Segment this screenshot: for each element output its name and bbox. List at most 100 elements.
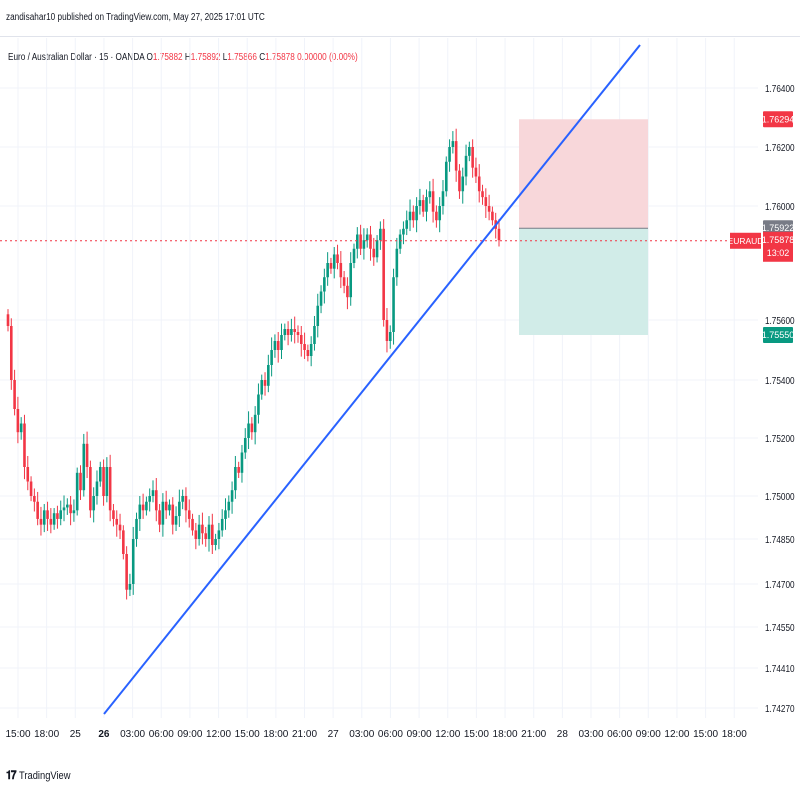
- candle: [171, 497, 175, 535]
- candle: [164, 490, 168, 519]
- price-tick-label: 1.75400: [765, 375, 795, 386]
- candle-body: [263, 380, 267, 386]
- candle-body: [164, 501, 168, 511]
- position-zones: [519, 119, 648, 335]
- candle: [112, 504, 115, 527]
- candle: [168, 499, 171, 516]
- candle-body: [151, 490, 155, 496]
- candle: [102, 459, 105, 506]
- candle: [131, 526, 135, 595]
- candle-body: [23, 423, 26, 467]
- symbol-title[interactable]: Euro / Australian Dollar · 15 · OANDA: [8, 52, 145, 63]
- candle: [240, 444, 244, 483]
- candle: [349, 252, 353, 306]
- price-tick-label: 1.76000: [765, 201, 795, 212]
- candle-body: [105, 467, 109, 496]
- candle: [306, 344, 310, 362]
- candle-body: [89, 467, 92, 511]
- tradingview-logo-icon: 𝟏𝟕: [6, 768, 17, 782]
- candle: [257, 383, 260, 424]
- time-tick-label: 03:00: [120, 729, 145, 740]
- candle-body: [309, 344, 313, 356]
- candle: [316, 293, 320, 338]
- candle-body: [39, 518, 43, 525]
- trendline[interactable]: [103, 44, 641, 715]
- candle-body: [461, 176, 465, 192]
- candle: [85, 431, 89, 479]
- candle-body: [250, 423, 254, 433]
- candle-body: [69, 504, 72, 514]
- candle-body: [56, 513, 59, 519]
- candle-body: [98, 467, 102, 482]
- candle-body: [72, 510, 76, 514]
- candle: [82, 433, 86, 497]
- candle: [201, 512, 204, 545]
- time-tick-label: 09:00: [636, 729, 661, 740]
- candle-body: [329, 263, 333, 269]
- candle: [217, 522, 221, 550]
- symbol-tag-bg: [730, 232, 761, 249]
- candle-body: [444, 161, 448, 192]
- candle: [42, 504, 46, 533]
- candle-body: [438, 206, 441, 221]
- low-label: L: [222, 52, 228, 63]
- candle: [154, 478, 158, 522]
- time-tick-label: 12:00: [206, 729, 231, 740]
- candle-body: [257, 394, 260, 415]
- time-tick-label: 15:00: [693, 729, 718, 740]
- time-tick-label: 15:00: [235, 729, 260, 740]
- candle-body: [217, 530, 221, 539]
- candle: [115, 510, 119, 537]
- candle: [178, 489, 181, 527]
- candle-body: [342, 277, 346, 286]
- candle-body: [46, 510, 49, 519]
- candle: [118, 513, 122, 539]
- stop-loss-price-tag: 1.76294: [762, 114, 795, 124]
- candle-body: [95, 481, 99, 496]
- candle: [451, 131, 455, 154]
- candle-body: [224, 510, 227, 519]
- candle-body: [59, 510, 63, 519]
- price-tick-label: 1.75200: [765, 433, 795, 444]
- candle: [369, 225, 372, 261]
- candle-body: [102, 467, 105, 496]
- candle-body: [36, 501, 39, 519]
- candle-body: [154, 490, 158, 511]
- candle: [39, 506, 43, 536]
- candle-body: [75, 472, 79, 511]
- candle-body: [168, 504, 171, 511]
- candle: [375, 235, 379, 263]
- chart-grid: [0, 38, 758, 718]
- candle: [283, 323, 287, 341]
- candle: [135, 512, 138, 547]
- candle-body: [187, 510, 191, 519]
- candle-body: [332, 254, 336, 269]
- close-label: C: [259, 52, 266, 63]
- candle-body: [349, 263, 353, 298]
- candle-body: [296, 332, 300, 335]
- candle: [270, 337, 273, 377]
- time-tick-label: 18:00: [34, 729, 59, 740]
- candle: [197, 514, 201, 546]
- candle-body: [247, 423, 250, 438]
- candle: [329, 257, 333, 274]
- candle-body: [148, 496, 151, 502]
- time-axis: 15:00 18:00 25 26 03:00 06:00 09:00 12:00 15:00 1…: [5, 729, 747, 740]
- candle: [293, 316, 296, 344]
- candle: [372, 237, 376, 266]
- candle: [412, 205, 415, 228]
- candle-body: [125, 554, 128, 590]
- candle-body: [191, 518, 194, 531]
- candle-body: [122, 530, 125, 554]
- candle-body: [365, 234, 369, 241]
- candle-body: [253, 414, 257, 433]
- candle-body: [359, 234, 362, 249]
- candle-body: [158, 510, 161, 525]
- candle-body: [243, 438, 247, 453]
- candle: [421, 194, 425, 217]
- candle-body: [16, 409, 20, 433]
- candle-body: [336, 254, 339, 263]
- time-tick-label: 03:00: [578, 729, 603, 740]
- candle-body: [197, 524, 201, 539]
